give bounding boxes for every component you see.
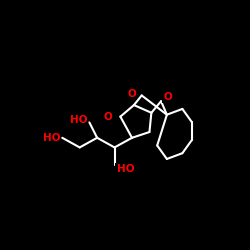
Text: O: O — [104, 112, 112, 122]
Text: O: O — [163, 92, 172, 102]
Text: HO: HO — [70, 116, 87, 126]
Text: HO: HO — [43, 133, 60, 143]
Text: HO: HO — [116, 164, 134, 173]
Text: O: O — [127, 88, 136, 99]
